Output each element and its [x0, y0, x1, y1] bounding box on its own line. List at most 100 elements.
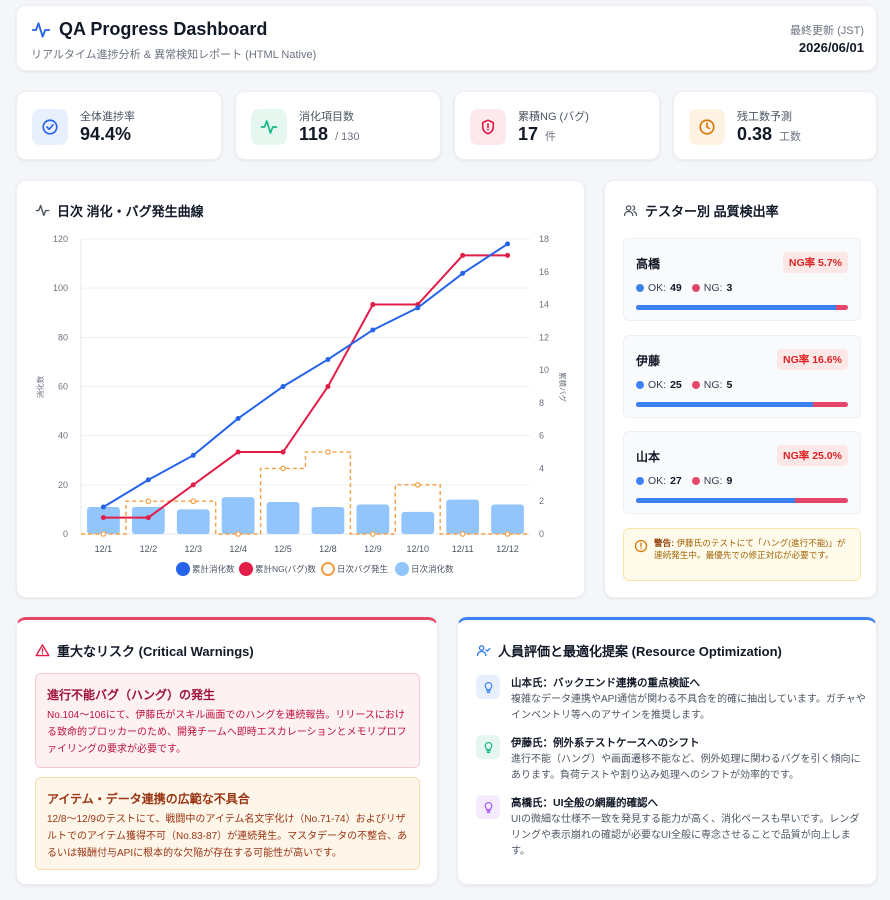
x-tick-label: 12/9	[364, 544, 382, 554]
ng-rate-badge: NG率 25.0%	[777, 445, 848, 466]
x-tick-label: 12/2	[140, 544, 158, 554]
y-right-tick-label: 8	[539, 398, 544, 408]
point-daily-bugs	[414, 482, 421, 488]
legend-marker	[239, 562, 253, 576]
page-title: QA Progress Dashboard	[59, 19, 268, 39]
kpi-progress-card: 全体進捗率 94.4%	[16, 91, 222, 160]
y-right-tick-label: 0	[539, 529, 544, 539]
resource-optimization-card: 人員評価と最適化提案 (Resource Optimization) 山本氏：バ…	[457, 617, 877, 885]
warning-text: 警告: 伊藤氏のテストにて「ハング(進行不能)」が連続発生中。最優先での修正対応…	[654, 538, 846, 560]
tester-card-title: テスター別 品質検出率	[645, 204, 779, 219]
risk-title: アイテム・データ連携の広範な不具合	[47, 792, 250, 806]
point-cumulative-completed	[370, 327, 376, 333]
bar-daily-completed	[221, 497, 255, 534]
kpi-completed-card: 消化項目数 118 / 130	[235, 91, 441, 160]
chart-card-header: 日次 消化・バグ発生曲線	[35, 201, 204, 220]
point-cumulative-completed	[415, 305, 421, 311]
kpi-value: 17 件	[518, 124, 557, 144]
tester-name: 山本	[636, 450, 661, 464]
user-check-icon	[476, 645, 491, 657]
kpi-label: 消化項目数	[299, 111, 354, 123]
y-right-tick-label: 18	[539, 234, 549, 244]
point-cumulative-ng	[370, 302, 376, 308]
legend-label: 日次消化数	[411, 564, 454, 574]
warning-box: 警告: 伊藤氏のテストにて「ハング(進行不能)」が連続発生中。最優先での修正対応…	[623, 528, 861, 581]
point-daily-bugs	[504, 531, 511, 537]
point-cumulative-completed	[145, 477, 151, 483]
tester-ratio-bar	[636, 402, 848, 407]
kpi-label: 全体進捗率	[80, 111, 135, 123]
point-cumulative-completed	[325, 356, 331, 362]
risk-card-title: 重大なリスク (Critical Warnings)	[57, 644, 254, 659]
y-left-axis-title: 消化数	[35, 375, 45, 398]
tester-row: 伊藤 NG率 16.6% OK: 25 NG: 5	[623, 335, 861, 418]
ng-rate-badge: NG率 16.6%	[777, 349, 848, 370]
shield-alert-icon	[470, 109, 506, 145]
legend-marker	[176, 562, 190, 576]
legend-label: 累計NG(バグ)数	[255, 564, 316, 574]
legend-label: 日次バグ発生	[337, 564, 389, 574]
kpi-value: 0.38 工数	[737, 124, 802, 144]
risk-item: アイテム・データ連携の広範な不具合 12/8〜12/9のテストにて、戦闘中のアイ…	[35, 777, 420, 870]
series-line-cumulative-completed	[102, 243, 509, 508]
legend-marker	[395, 562, 409, 576]
point-cumulative-completed	[460, 270, 466, 276]
point-daily-bugs	[325, 449, 331, 455]
tester-ratio-bar	[636, 498, 848, 503]
alert-triangle-icon	[35, 644, 50, 657]
resource-body: UIの微細な仕様不一致を発見する能力が高く、消化ペースも早いです。レンダリングや…	[511, 814, 860, 857]
risk-item: 進行不能バグ（ハング）の発生 No.104〜106にて、伊藤氏がスキル画面でのハ…	[35, 673, 420, 768]
chart-svg: 0 20 40 60 80 100 120 0 2 4 6 8 10 12 14 16 18 消化数 累積バグ 12/…	[35, 234, 568, 576]
check-circle-icon	[32, 109, 68, 145]
last-updated-date: 2026/06/01	[798, 40, 864, 55]
series-line-cumulative-ng	[103, 254, 508, 519]
point-cumulative-ng	[145, 515, 151, 521]
bar-daily-completed	[266, 502, 300, 534]
y-left-tick-label: 120	[53, 234, 68, 244]
ok-dot-icon	[636, 477, 644, 485]
bar-daily-completed	[131, 506, 165, 534]
last-updated-label: 最終更新 (JST)	[790, 25, 864, 37]
tester-name: 高橋	[636, 257, 661, 271]
kpi-ng-card: 累積NG (バグ) 17 件	[454, 91, 660, 160]
legend-marker	[321, 562, 335, 576]
risk-card-header: 重大なリスク (Critical Warnings)	[35, 641, 254, 660]
tester-quality-card: テスター別 品質検出率 高橋 NG率 5.7% OK: 49 NG: 3 伊藤 NG…	[604, 180, 877, 598]
point-cumulative-ng	[190, 482, 196, 488]
bar-daily-completed	[446, 499, 480, 534]
ng-dot-icon	[691, 477, 700, 485]
point-daily-bugs	[280, 465, 286, 472]
x-tick-label: 12/12	[496, 544, 519, 554]
point-daily-bugs	[370, 531, 376, 537]
point-cumulative-completed	[190, 452, 196, 458]
x-tick-label: 12/3	[184, 544, 202, 554]
point-cumulative-ng	[100, 515, 106, 521]
y-right-axis-title: 累積バグ	[558, 372, 568, 402]
activity-icon	[31, 21, 51, 38]
ng-dot-icon	[691, 284, 700, 292]
y-right-tick-label: 12	[539, 332, 549, 342]
point-cumulative-completed	[505, 241, 511, 247]
risk-body: 12/8〜12/9のテストにて、戦闘中のアイテム名文字化け（No.71-74）お…	[47, 814, 408, 859]
resource-title: 伊藤氏：例外系テストケースへのシフト	[511, 737, 700, 749]
kpi-remaining-card: 残工数予測 0.38 工数	[673, 91, 877, 160]
tester-row: 山本 NG率 25.0% OK: 27 NG: 9	[623, 431, 861, 514]
ok-dot-icon	[636, 381, 644, 389]
risk-body: No.104〜106にて、伊藤氏がスキル画面でのハングを連続報告。リリースにおけ…	[47, 710, 407, 755]
y-right-tick-label: 16	[539, 267, 549, 277]
lightbulb-icon	[476, 735, 500, 759]
ng-rate-badge: NG率 5.7%	[782, 252, 848, 273]
point-cumulative-completed	[235, 415, 241, 421]
dashboard-header: QA Progress Dashboard リアルタイム進捗分析 & 異常検知レ…	[16, 5, 877, 71]
x-tick-label: 12/1	[95, 544, 113, 554]
bar-daily-completed	[356, 504, 390, 534]
point-cumulative-completed	[100, 504, 106, 510]
kpi-value: 118 / 130	[299, 124, 360, 144]
tester-counts: OK: 27 NG: 9	[636, 475, 732, 487]
point-cumulative-completed	[280, 384, 286, 389]
y-left-tick-label: 60	[58, 382, 68, 392]
kpi-label: 累積NG (バグ)	[518, 111, 589, 123]
kpi-value: 94.4%	[80, 124, 132, 144]
bar-daily-completed	[311, 506, 345, 534]
resource-body: 複雑なデータ連携やAPI通信が関わる不具合を的確に抽出しています。ガチャやインベ…	[511, 694, 866, 721]
